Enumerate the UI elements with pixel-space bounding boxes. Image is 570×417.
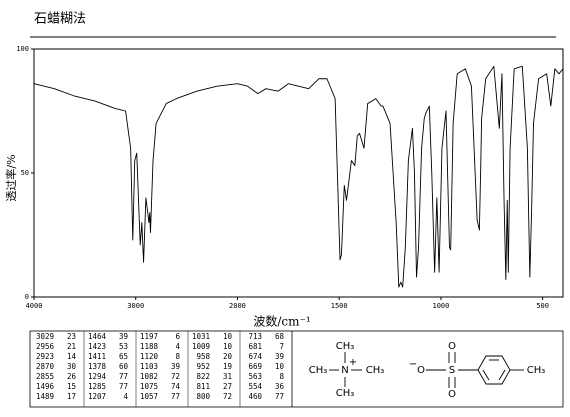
peak-transmittance: 7 <box>279 342 284 351</box>
peak-wavenumber: 1057 <box>140 392 158 401</box>
peak-wavenumber: 2956 <box>36 342 55 351</box>
peak-wavenumber: 460 <box>248 392 262 401</box>
peak-transmittance: 39 <box>171 362 180 371</box>
x-axis-title: 波数/cm⁻¹ <box>253 314 310 329</box>
peak-wavenumber: 713 <box>248 332 262 341</box>
peak-transmittance: 39 <box>275 352 284 361</box>
peak-wavenumber: 811 <box>196 382 210 391</box>
peak-transmittance: 10 <box>223 342 233 351</box>
x-tick-label: 2000 <box>229 302 246 310</box>
y-tick-label: 100 <box>16 45 29 53</box>
peak-transmittance: 14 <box>67 352 77 361</box>
peak-wavenumber: 1423 <box>88 342 106 351</box>
structure-label: CH₃ <box>336 388 355 399</box>
peak-wavenumber: 1082 <box>140 372 158 381</box>
peak-wavenumber: 1285 <box>88 382 106 391</box>
peak-wavenumber: 822 <box>196 372 210 381</box>
peak-wavenumber: 952 <box>196 362 210 371</box>
structure-label: − <box>409 359 417 370</box>
peak-transmittance: 53 <box>119 342 128 351</box>
peak-wavenumber: 1207 <box>88 392 106 401</box>
peak-transmittance: 8 <box>279 372 284 381</box>
peak-transmittance: 39 <box>119 332 128 341</box>
peak-wavenumber: 1103 <box>140 362 158 371</box>
table-frame <box>29 330 564 408</box>
peak-wavenumber: 800 <box>196 392 210 401</box>
x-tick-label: 3000 <box>127 302 144 310</box>
peak-transmittance: 4 <box>175 342 180 351</box>
peak-transmittance: 17 <box>67 392 76 401</box>
peak-wavenumber: 1031 <box>192 332 210 341</box>
peak-transmittance: 23 <box>67 332 76 341</box>
peak-wavenumber: 674 <box>248 352 262 361</box>
x-tick-label: 1000 <box>432 302 449 310</box>
peak-wavenumber: 554 <box>248 382 262 391</box>
peak-transmittance: 60 <box>119 362 129 371</box>
structure <box>329 352 524 388</box>
peak-transmittance: 20 <box>223 352 233 361</box>
peak-transmittance: 6 <box>175 332 180 341</box>
title: 石蜡糊法 <box>34 11 86 27</box>
peak-transmittance: 68 <box>275 332 285 341</box>
peak-transmittance: 36 <box>275 382 285 391</box>
peak-wavenumber: 669 <box>248 362 262 371</box>
peak-wavenumber: 2855 <box>36 372 54 381</box>
y-axis-title: 透过率/% <box>4 154 18 201</box>
x-tick-label: 500 <box>536 302 549 310</box>
spectrum-line <box>33 65 564 288</box>
peak-transmittance: 8 <box>175 352 180 361</box>
peak-transmittance: 77 <box>275 392 284 401</box>
structure-label: O <box>448 341 456 352</box>
peak-wavenumber: 681 <box>248 342 262 351</box>
peak-transmittance: 72 <box>171 372 180 381</box>
structure-label: CH₃ <box>366 365 385 376</box>
x-tick-label: 4000 <box>26 302 43 310</box>
y-tick-label: 0 <box>25 293 29 301</box>
peak-wavenumber: 1411 <box>88 352 106 361</box>
peak-wavenumber: 1378 <box>88 362 107 371</box>
peak-transmittance: 19 <box>223 362 232 371</box>
structure-label: CH₃ <box>336 341 355 352</box>
structure-label: O <box>448 389 456 400</box>
peak-wavenumber: 2870 <box>36 362 55 371</box>
peak-wavenumber: 1120 <box>140 352 159 361</box>
peak-transmittance: 77 <box>171 392 180 401</box>
peak-transmittance: 30 <box>67 362 77 371</box>
peak-transmittance: 15 <box>67 382 76 391</box>
peak-transmittance: 65 <box>119 352 128 361</box>
structure-label: CH₃ <box>309 365 328 376</box>
peak-transmittance: 10 <box>275 362 285 371</box>
peak-wavenumber: 1464 <box>88 332 107 341</box>
peak-wavenumber: 1496 <box>36 382 55 391</box>
peak-transmittance: 77 <box>119 382 128 391</box>
peak-wavenumber: 1294 <box>88 372 107 381</box>
peak-transmittance: 27 <box>223 382 232 391</box>
peak-wavenumber: 1489 <box>36 392 54 401</box>
peak-transmittance: 72 <box>223 392 232 401</box>
peak-wavenumber: 958 <box>196 352 210 361</box>
peak-transmittance: 10 <box>223 332 233 341</box>
y-tick-label: 50 <box>21 169 29 177</box>
structure-label: N <box>341 365 348 376</box>
peak-transmittance: 21 <box>67 342 76 351</box>
structure-label: + <box>349 357 357 368</box>
peak-wavenumber: 1075 <box>140 382 158 391</box>
peak-wavenumber: 1009 <box>192 342 210 351</box>
peak-wavenumber: 3029 <box>36 332 54 341</box>
peak-wavenumber: 1188 <box>140 342 159 351</box>
peak-transmittance: 74 <box>171 382 181 391</box>
peak-wavenumber: 1197 <box>140 332 158 341</box>
x-tick-label: 1500 <box>331 302 348 310</box>
structure-label: CH₃ <box>527 365 546 376</box>
structure-label: O <box>417 365 425 376</box>
peak-wavenumber: 563 <box>248 372 262 381</box>
peak-transmittance: 77 <box>119 372 128 381</box>
peak-transmittance: 31 <box>223 372 232 381</box>
structure-label: S <box>449 365 455 376</box>
peak-transmittance: 26 <box>67 372 77 381</box>
peak-transmittance: 4 <box>123 392 128 401</box>
peak-wavenumber: 2923 <box>36 352 54 361</box>
